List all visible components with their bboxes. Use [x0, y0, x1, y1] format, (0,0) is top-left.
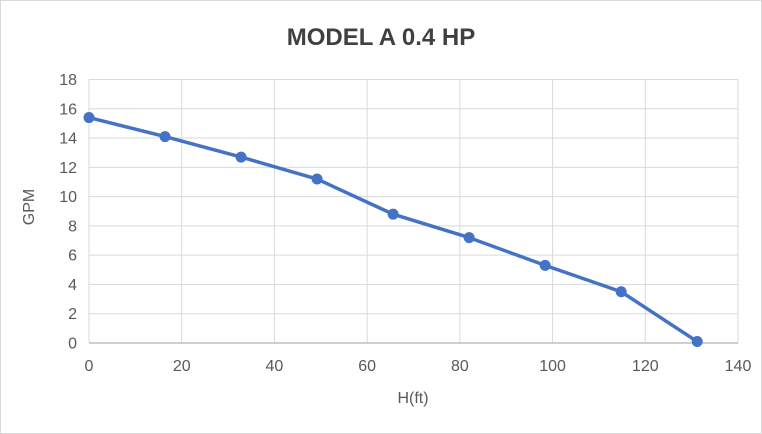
- y-tick-label: 0: [68, 336, 77, 353]
- y-tick-label: 10: [59, 189, 77, 206]
- data-point-marker: [615, 286, 627, 298]
- data-point-marker: [387, 208, 399, 220]
- data-point-marker: [691, 336, 703, 348]
- y-tick-label: 2: [68, 306, 77, 323]
- gridlines: [88, 79, 739, 344]
- y-tick-label: 12: [59, 160, 77, 177]
- series-line: [87, 115, 699, 344]
- y-tick-label: 6: [68, 248, 77, 265]
- x-tick-label: 140: [725, 358, 752, 375]
- x-tick-label: 80: [451, 358, 469, 375]
- x-tick-label: 0: [85, 358, 94, 375]
- data-point-marker: [83, 112, 95, 124]
- x-tick-label: 100: [539, 358, 566, 375]
- x-tick-label: 60: [358, 358, 376, 375]
- data-point-marker: [463, 232, 475, 244]
- x-axis-title: H(ft): [397, 390, 428, 407]
- x-tick-label: 120: [632, 358, 659, 375]
- y-tick-label: 14: [59, 131, 77, 148]
- y-tick-label: 18: [59, 72, 77, 89]
- data-point-marker: [159, 131, 171, 143]
- data-point-marker: [235, 151, 247, 163]
- y-tick-label: 4: [68, 277, 77, 294]
- y-tick-label: 8: [68, 218, 77, 235]
- line-series: [83, 112, 703, 348]
- x-tick-label: 40: [266, 358, 284, 375]
- y-axis-title: GPM: [21, 189, 38, 225]
- x-tick-label: 20: [173, 358, 191, 375]
- chart-title: MODEL A 0.4 HP: [287, 24, 475, 51]
- tick-labels: 0 2 4 6 8 10 12 14 16 18 0 20 40 60 80 100 120 140: [59, 72, 751, 375]
- data-point-marker: [311, 173, 323, 185]
- data-point-marker: [539, 259, 551, 271]
- y-tick-label: 16: [59, 101, 77, 118]
